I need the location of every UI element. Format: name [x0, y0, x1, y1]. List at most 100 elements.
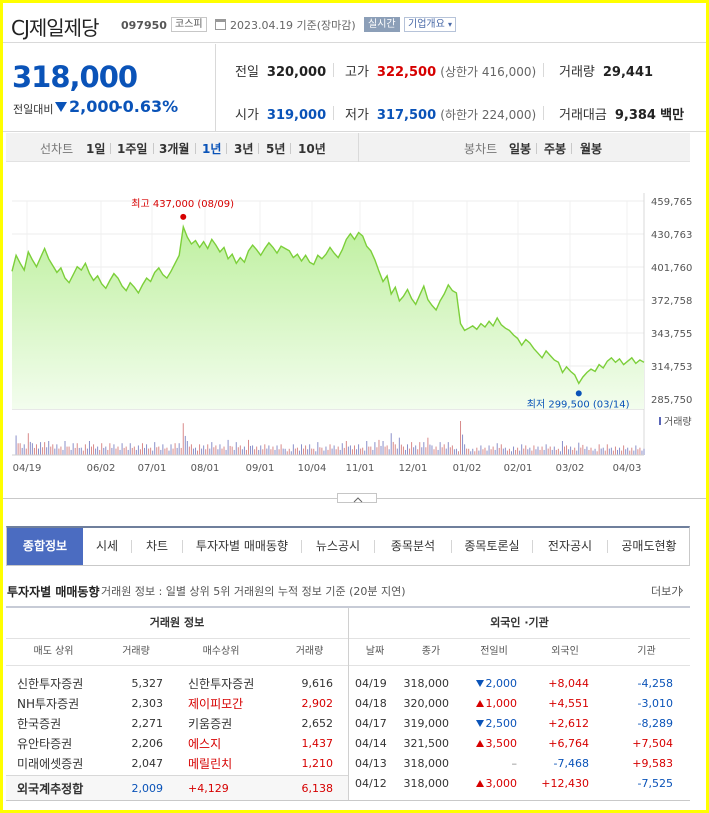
buy-broker[interactable]: 제이피모간: [188, 697, 244, 711]
volume-value: 29,441: [602, 65, 654, 80]
tab-quotes[interactable]: 시세: [95, 539, 119, 553]
row-close: 318,000: [403, 677, 450, 690]
period-5y[interactable]: 5년: [266, 142, 286, 156]
sell-broker[interactable]: 신한투자증권: [17, 677, 84, 691]
row-change-value: –: [511, 757, 518, 770]
sell-broker[interactable]: 한국증권: [17, 717, 62, 731]
tab-summary[interactable]: 종합정보: [7, 528, 83, 565]
foreign-summary-net: +4,129: [188, 782, 229, 795]
x-tick-label: 03/02: [556, 463, 585, 474]
tab-disclosure[interactable]: 전자공시: [547, 539, 593, 553]
candle-chart-label: 봉차트: [464, 142, 498, 156]
divider: [301, 540, 302, 553]
buy-broker[interactable]: 키움증권: [188, 717, 233, 731]
company-overview-dropdown[interactable]: 기업개요 ▾: [404, 17, 457, 32]
prev-close: 전일 320,000: [235, 61, 326, 80]
foreign-summary-row: [6, 775, 348, 801]
tab-news[interactable]: 뉴스공시: [315, 539, 361, 553]
x-tick-label: 07/01: [138, 463, 167, 474]
divider: [333, 106, 334, 120]
realtime-button[interactable]: 실시간: [364, 17, 400, 32]
sell-broker[interactable]: 유안타증권: [17, 737, 73, 751]
sell-volume: 2,271: [131, 717, 164, 730]
row-date: 04/14: [355, 737, 387, 750]
trade-amount: 거래대금 9,384 백만: [559, 104, 684, 123]
tab-investor-trends[interactable]: 투자자별 매매동향: [195, 539, 289, 553]
lower-limit: (하한가 224,000): [440, 108, 537, 122]
stock-header: CJ제일제당 097950 코스피 2023.04.19 기준(장마감) 실시간…: [3, 3, 706, 43]
info-tabs: 종합정보 시세 차트 투자자별 매매동향 뉴스공시 종목분석 종목토론실 전자공…: [6, 526, 690, 566]
candle-weekly[interactable]: 주봉: [544, 142, 567, 156]
candle-monthly[interactable]: 월봉: [580, 142, 603, 156]
sell-broker[interactable]: 미래에셋증권: [17, 757, 84, 771]
row-institution: -7,525: [637, 777, 673, 790]
period-10y[interactable]: 10년: [298, 142, 326, 156]
divider: [226, 143, 227, 154]
col-buy-top: 매수상위: [202, 646, 240, 657]
min-marker: [575, 390, 582, 397]
divider: [153, 143, 154, 154]
y-tick-label: 401,760: [651, 263, 692, 274]
candle-daily[interactable]: 일봉: [509, 142, 532, 156]
x-tick-label: 04/19: [13, 463, 42, 474]
row-institution: -8,289: [637, 717, 673, 730]
divider: [358, 133, 359, 162]
col-sell-top: 매도 상위: [33, 646, 74, 657]
tab-short-selling[interactable]: 공매도현황: [621, 539, 677, 553]
price-area-fill: [12, 226, 644, 409]
collapse-chart-button[interactable]: [337, 493, 377, 503]
buy-broker[interactable]: 신한투자증권: [188, 677, 255, 691]
prev-close-label: 전일: [235, 65, 259, 80]
buy-broker[interactable]: 에스지: [188, 737, 222, 751]
period-3m[interactable]: 3개월: [159, 142, 190, 156]
x-tick-label: 01/02: [453, 463, 482, 474]
row-change: 2,000: [461, 677, 517, 690]
col-foreign: 외국인: [551, 646, 579, 657]
period-1y[interactable]: 1년: [202, 142, 222, 156]
period-1d[interactable]: 1일: [86, 142, 106, 156]
tab-chart[interactable]: 차트: [145, 539, 169, 553]
high-price: 고가 322,500 (상한가 416,000): [345, 61, 536, 80]
open-value: 319,000: [266, 108, 327, 123]
divider: [543, 106, 544, 120]
stock-name[interactable]: CJ제일제당: [11, 16, 99, 40]
divider: [543, 63, 544, 77]
chevron-up-icon: [353, 497, 363, 503]
row-foreign: +4,551: [548, 697, 589, 710]
row-foreign: +8,044: [548, 677, 589, 690]
max-marker: [180, 213, 187, 220]
up-arrow-icon: [475, 780, 484, 787]
divider: [6, 800, 690, 801]
x-tick-label: 08/01: [191, 463, 220, 474]
amount-label: 거래대금: [559, 108, 607, 123]
more-link[interactable]: 더보기: [651, 585, 682, 598]
row-close: 320,000: [403, 697, 450, 710]
price-chart[interactable]: 459,765 430,763 401,760 372,758 343,755 314,7…: [3, 163, 706, 483]
row-foreign: +6,764: [548, 737, 589, 750]
company-overview-label: 기업개요: [408, 19, 445, 30]
sell-volume: 5,327: [131, 677, 164, 690]
period-1w[interactable]: 1주일: [117, 142, 148, 156]
buy-volume: 9,616: [301, 677, 334, 690]
buy-volume: 2,652: [301, 717, 334, 730]
row-institution: +9,583: [632, 757, 673, 770]
y-tick-label: 372,758: [651, 296, 692, 307]
tab-discussion[interactable]: 종목토론실: [464, 539, 520, 553]
down-arrow-icon: [475, 720, 484, 727]
price-summary: 318,000 전일대비 2,000 -0.63% 전일 320,000 고가 32…: [3, 44, 706, 132]
tab-analysis[interactable]: 종목분석: [390, 539, 436, 553]
row-change-value: 3,000: [485, 777, 518, 790]
row-change: 2,500: [461, 717, 517, 730]
divider: [607, 540, 608, 553]
foreign-summary-buy: 6,138: [301, 782, 334, 795]
period-3y[interactable]: 3년: [234, 142, 254, 156]
investor-table-title: 외국인 ·기관: [490, 616, 549, 629]
sell-broker[interactable]: NH투자증권: [17, 697, 80, 711]
row-date: 04/18: [355, 697, 387, 710]
row-foreign: +12,430: [541, 777, 589, 790]
buy-broker[interactable]: 메릴린치: [188, 757, 233, 771]
section-title[interactable]: 투자자별 매매동향: [7, 585, 100, 599]
divider: [195, 143, 196, 154]
sell-volume: 2,047: [131, 757, 164, 770]
row-change-value: 1,000: [485, 697, 518, 710]
